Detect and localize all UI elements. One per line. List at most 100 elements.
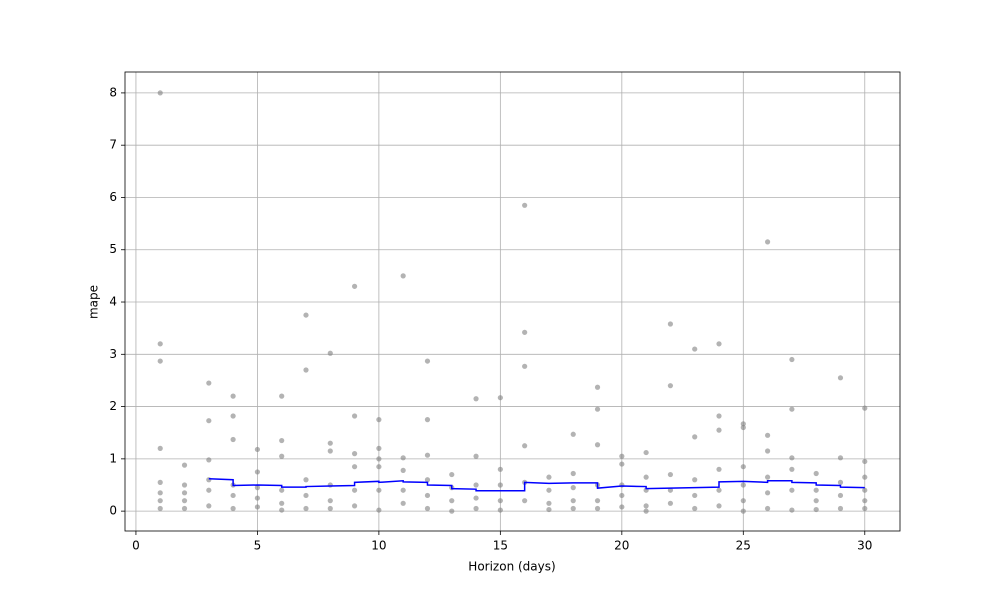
point bbox=[449, 508, 455, 514]
point bbox=[789, 455, 795, 461]
point bbox=[157, 490, 163, 496]
point bbox=[789, 507, 795, 513]
point bbox=[206, 487, 212, 493]
point bbox=[424, 492, 431, 499]
point bbox=[862, 458, 868, 465]
point bbox=[206, 477, 212, 483]
point bbox=[522, 202, 528, 208]
point bbox=[643, 508, 649, 514]
point bbox=[813, 470, 819, 477]
point bbox=[716, 466, 722, 472]
point bbox=[206, 457, 212, 463]
point bbox=[764, 474, 771, 480]
point bbox=[351, 464, 358, 470]
point bbox=[619, 492, 625, 499]
point bbox=[473, 495, 479, 501]
point bbox=[716, 487, 722, 493]
point bbox=[230, 413, 236, 419]
x-tick-label: 25 bbox=[736, 539, 751, 553]
y-tick-label: 5 bbox=[109, 242, 117, 256]
point bbox=[594, 406, 601, 412]
point bbox=[619, 453, 625, 459]
point bbox=[570, 431, 576, 437]
point bbox=[230, 436, 236, 443]
point bbox=[473, 453, 479, 459]
point bbox=[546, 474, 552, 480]
point bbox=[594, 498, 601, 504]
point bbox=[279, 487, 285, 493]
y-axis-label: mape bbox=[87, 285, 101, 319]
point bbox=[424, 452, 431, 458]
point bbox=[351, 487, 358, 493]
point bbox=[692, 434, 698, 440]
point bbox=[351, 283, 358, 289]
rolling-line bbox=[208, 477, 865, 492]
point bbox=[303, 492, 309, 499]
point bbox=[740, 424, 746, 431]
point bbox=[279, 453, 285, 459]
point bbox=[692, 492, 698, 499]
point bbox=[667, 487, 674, 493]
point bbox=[230, 492, 236, 499]
point bbox=[862, 498, 868, 504]
y-tick-label: 0 bbox=[109, 504, 117, 518]
point bbox=[594, 384, 601, 390]
point bbox=[279, 500, 285, 506]
x-tick-label: 0 bbox=[132, 539, 140, 553]
point bbox=[570, 498, 576, 504]
point bbox=[862, 474, 868, 480]
point bbox=[181, 482, 188, 488]
point bbox=[279, 437, 285, 444]
point bbox=[546, 487, 552, 493]
point bbox=[157, 505, 163, 512]
point bbox=[449, 471, 455, 478]
point bbox=[837, 455, 844, 461]
point bbox=[716, 427, 722, 433]
point bbox=[351, 413, 358, 419]
point bbox=[716, 413, 722, 419]
y-tick-label: 4 bbox=[109, 295, 117, 309]
point bbox=[862, 505, 868, 512]
point bbox=[789, 487, 795, 493]
point bbox=[230, 505, 236, 512]
point bbox=[497, 498, 503, 504]
point bbox=[303, 312, 309, 318]
point bbox=[230, 393, 236, 399]
point bbox=[764, 239, 771, 245]
point bbox=[254, 485, 261, 491]
point bbox=[522, 443, 528, 449]
point bbox=[813, 506, 819, 513]
point bbox=[837, 492, 844, 499]
point bbox=[400, 487, 406, 493]
point bbox=[303, 367, 309, 373]
point bbox=[351, 503, 358, 509]
point bbox=[376, 487, 382, 493]
point bbox=[424, 505, 431, 512]
point bbox=[862, 487, 868, 493]
point bbox=[570, 505, 576, 512]
point bbox=[206, 503, 212, 509]
point bbox=[400, 467, 406, 473]
point bbox=[570, 470, 576, 477]
point bbox=[643, 449, 649, 456]
point bbox=[157, 358, 163, 364]
y-tick-label: 3 bbox=[109, 347, 117, 361]
point bbox=[813, 487, 819, 493]
point bbox=[740, 464, 746, 470]
point bbox=[862, 405, 868, 411]
point bbox=[570, 485, 576, 491]
point bbox=[157, 479, 163, 485]
y-tick-label: 6 bbox=[109, 190, 117, 204]
point bbox=[619, 461, 625, 467]
point bbox=[376, 456, 382, 462]
point bbox=[740, 421, 746, 427]
point bbox=[837, 375, 844, 381]
point bbox=[522, 363, 528, 369]
point bbox=[497, 507, 503, 513]
point bbox=[497, 466, 503, 472]
point bbox=[522, 498, 528, 504]
point bbox=[837, 505, 844, 512]
y-tick-label: 2 bbox=[109, 399, 117, 413]
point bbox=[643, 503, 649, 509]
point bbox=[424, 358, 431, 364]
